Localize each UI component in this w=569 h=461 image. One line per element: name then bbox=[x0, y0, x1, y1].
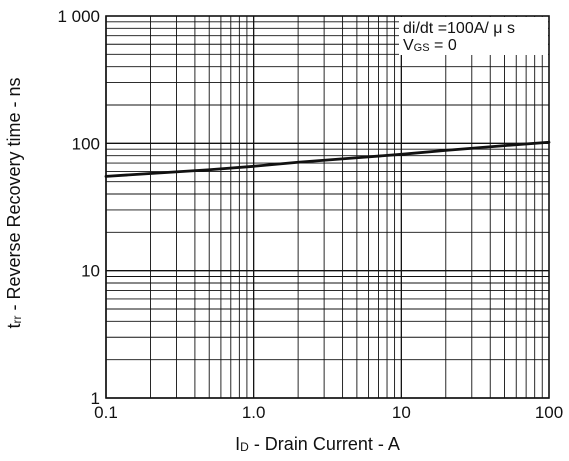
x-tick-label: 1.0 bbox=[242, 403, 266, 422]
y-tick-label: 1 000 bbox=[57, 7, 100, 26]
trr-data-point bbox=[400, 153, 403, 156]
plot-frame bbox=[105, 15, 550, 399]
x-tick-labels: 0.1 1.0 10 100 bbox=[94, 403, 563, 422]
x-tick-label: 100 bbox=[535, 403, 563, 422]
annotation-didt: di/dt =100A/ μ s bbox=[403, 20, 515, 37]
trr-curve bbox=[104, 140, 551, 178]
trr-data-point bbox=[149, 172, 152, 175]
y-axis-label: trr - Reverse Recovery time - ns bbox=[4, 77, 24, 328]
trr-data-point bbox=[208, 168, 211, 171]
trr-data-point bbox=[444, 149, 447, 152]
y-tick-label: 10 bbox=[81, 262, 100, 281]
annotation-background bbox=[399, 17, 548, 55]
x-tick-label: 0.1 bbox=[94, 403, 118, 422]
y-tick-label: 1 bbox=[91, 389, 100, 408]
annotation-vgs: VGS = 0 bbox=[403, 37, 457, 54]
trr-data-point bbox=[356, 156, 358, 159]
x-axis-label: ID - Drain Current - A bbox=[235, 434, 400, 454]
trr-data-point bbox=[503, 144, 506, 147]
x-tick-label: 10 bbox=[392, 403, 411, 422]
y-tick-labels: 1 10 100 1 000 bbox=[57, 7, 100, 408]
grid bbox=[105, 16, 549, 399]
y-tick-label: 100 bbox=[72, 134, 100, 153]
trr-data-point bbox=[252, 165, 255, 168]
annotation-box: di/dt =100A/ μ s VGS = 0 bbox=[399, 17, 548, 55]
trr-data-point bbox=[297, 161, 299, 164]
